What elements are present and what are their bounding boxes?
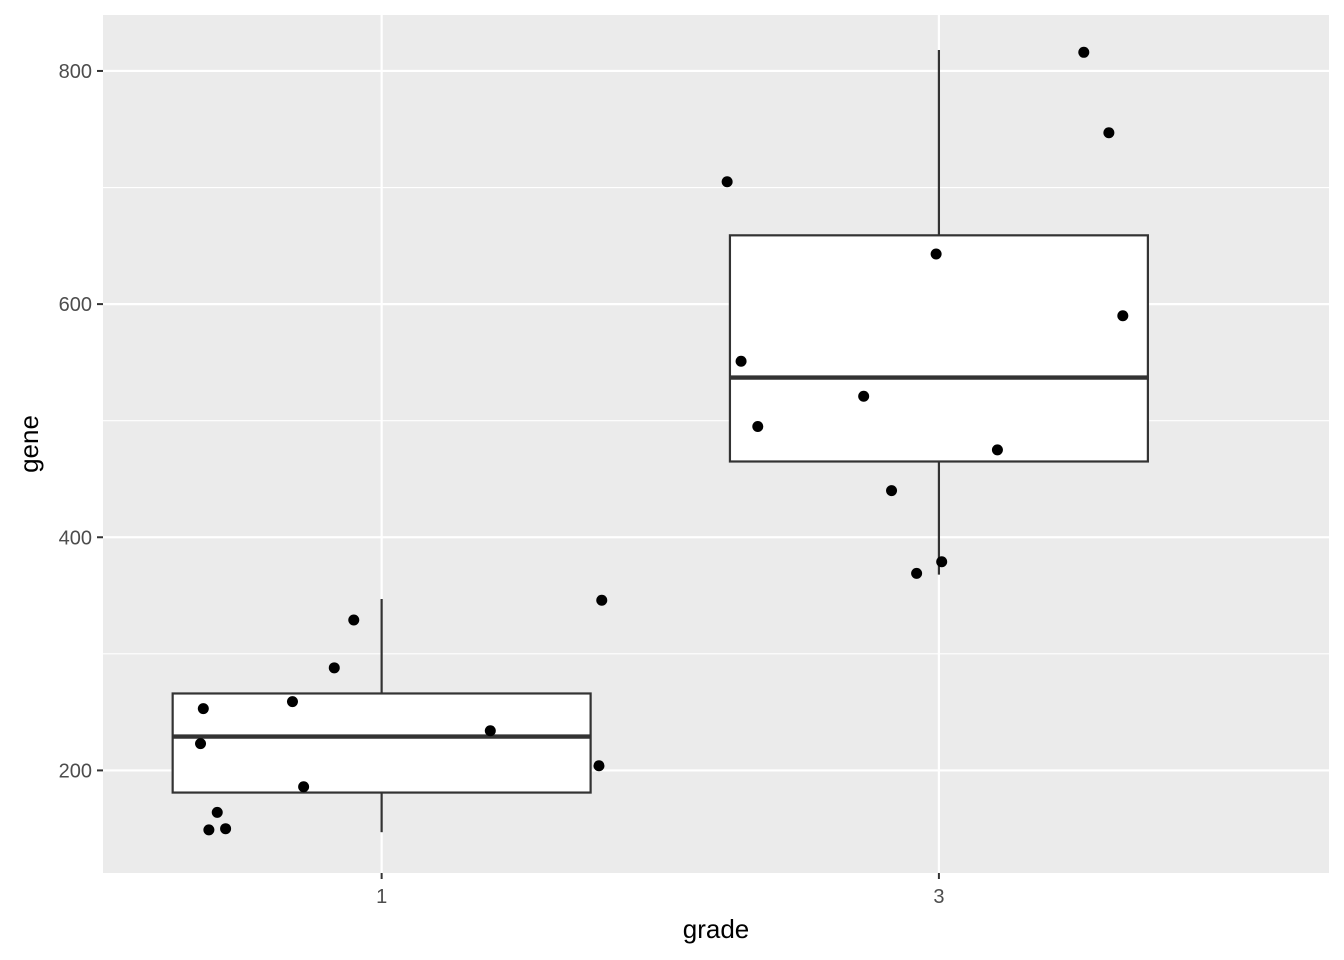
data-point [220, 823, 232, 835]
x-tick-label: 3 [933, 886, 944, 908]
y-axis: 200 400 600 800 [59, 61, 103, 782]
data-point [735, 355, 747, 367]
data-point [991, 444, 1003, 456]
data-point [936, 556, 948, 568]
data-point [286, 696, 298, 708]
y-axis-title: gene [14, 415, 44, 473]
data-point [1078, 46, 1090, 58]
data-point [1103, 127, 1115, 139]
box-iqr [171, 692, 592, 794]
y-tick-label: 200 [59, 760, 92, 782]
data-point [195, 738, 207, 750]
data-point [1117, 310, 1129, 322]
y-tick-label: 800 [59, 61, 92, 83]
data-point [930, 248, 942, 260]
x-axis-title: grade [683, 914, 750, 944]
data-point [593, 760, 605, 772]
data-point [886, 485, 898, 497]
data-point [298, 781, 310, 793]
data-point [721, 176, 733, 188]
y-tick-label: 600 [59, 294, 92, 316]
data-point [211, 806, 223, 818]
y-tick-label: 400 [59, 527, 92, 549]
data-point [203, 824, 215, 836]
data-point [484, 725, 496, 737]
data-point [752, 421, 764, 433]
x-tick-label: 1 [376, 886, 387, 908]
data-point [596, 594, 608, 606]
boxplots [171, 49, 1149, 833]
data-point [197, 703, 209, 715]
data-point [348, 614, 360, 626]
data-points [195, 46, 1129, 836]
box-iqr [728, 234, 1149, 463]
data-point [911, 567, 923, 579]
data-point [328, 662, 340, 674]
data-point [858, 390, 870, 402]
